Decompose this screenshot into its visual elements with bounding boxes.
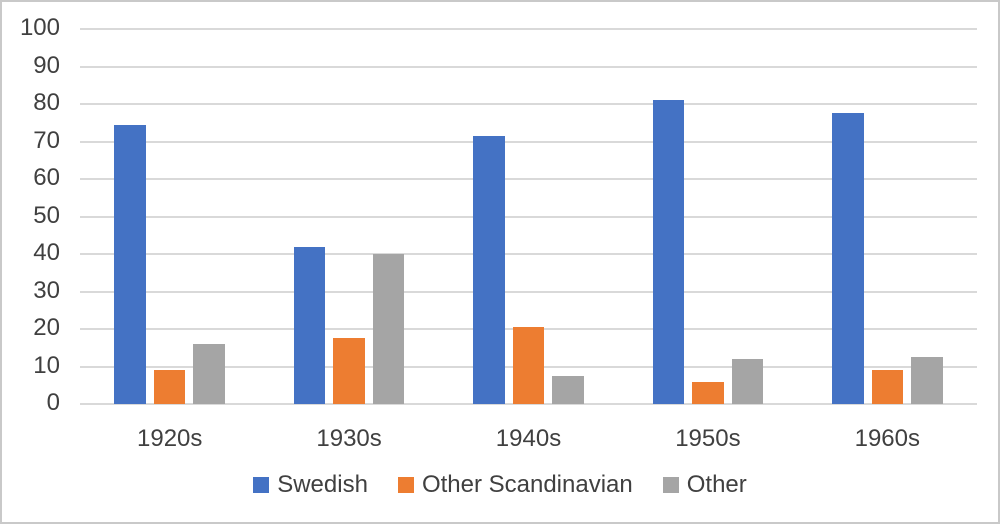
bar-other: [552, 375, 584, 404]
bar-swedish: [832, 113, 864, 404]
gridline: [80, 253, 977, 255]
gridline: [80, 28, 977, 30]
legend-item: Other: [662, 471, 747, 499]
y-axis-tick-label: 90: [33, 51, 60, 79]
gridline: [80, 290, 977, 293]
y-axis-tick-label: 10: [33, 351, 60, 379]
legend-label: Other: [686, 471, 747, 498]
gridline: [80, 140, 977, 143]
legend-label: Swedish: [277, 471, 368, 498]
gridline: [80, 215, 977, 218]
legend-label: Other Scandinavian: [421, 471, 633, 498]
y-axis-tick-label: 0: [46, 388, 60, 416]
y-axis-tick-label: 60: [33, 163, 60, 191]
gridline: [80, 403, 977, 405]
legend-swatch: [253, 477, 270, 493]
bar-other: [193, 344, 225, 404]
legend: Swedish Other Scandinavian Other: [2, 471, 998, 499]
x-axis-category-label: 1940s: [495, 425, 562, 452]
bar-swedish: [114, 124, 146, 404]
bar-swedish: [652, 100, 685, 404]
bar-other: [731, 359, 764, 404]
bar-swedish: [473, 135, 505, 404]
x-axis-category-label: 1960s: [854, 425, 920, 452]
y-axis-tick-label: 40: [33, 238, 60, 266]
bar-other-scandinavian: [153, 370, 186, 404]
x-axis-category-label: 1950s: [675, 425, 741, 452]
gridline: [80, 65, 977, 68]
y-axis-tick-label: 80: [33, 88, 60, 116]
bar-other: [911, 357, 943, 404]
legend-swatch: [397, 477, 414, 493]
y-axis-tick-label: 20: [33, 313, 60, 341]
x-axis-category-label: 1930s: [316, 425, 382, 452]
gridline: [80, 103, 977, 105]
y-axis-tick-label: 100: [19, 13, 60, 41]
bar-other-scandinavian: [871, 370, 904, 404]
x-axis-category-label: 1920s: [137, 425, 203, 452]
bar-swedish: [293, 246, 326, 404]
legend-swatch: [662, 477, 679, 493]
bar-other-scandinavian: [333, 338, 365, 404]
legend-item: Swedish: [253, 471, 368, 499]
bar-other: [372, 254, 405, 404]
bar-other-scandinavian: [512, 327, 545, 404]
y-axis-tick-label: 30: [33, 276, 60, 304]
legend-item: Other Scandinavian: [397, 471, 633, 499]
bar-other-scandinavian: [692, 381, 724, 404]
y-axis-tick-label: 70: [33, 126, 60, 154]
y-axis-tick-label: 50: [33, 201, 60, 229]
gridline: [80, 178, 977, 180]
